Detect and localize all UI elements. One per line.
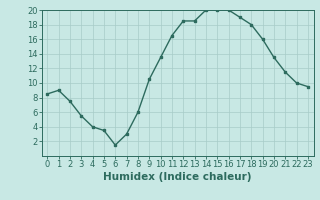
X-axis label: Humidex (Indice chaleur): Humidex (Indice chaleur) xyxy=(103,172,252,182)
